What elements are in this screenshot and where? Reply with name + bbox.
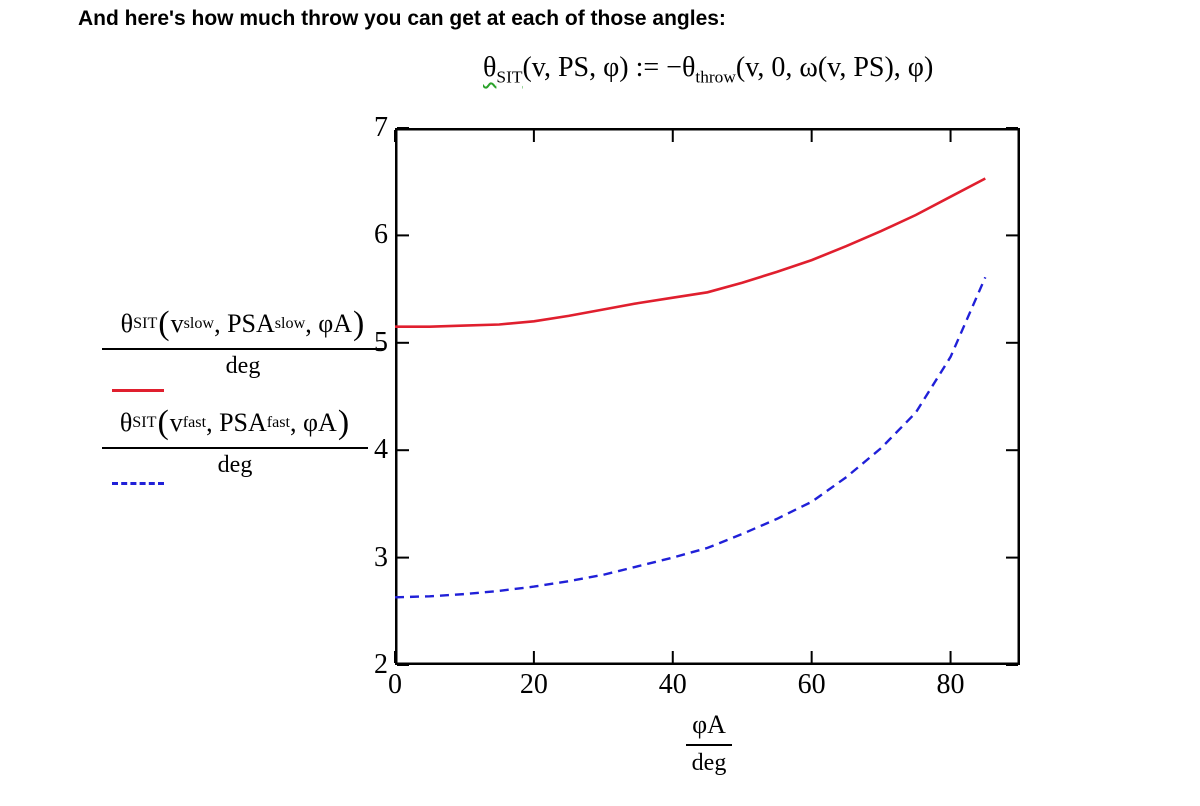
y-tick-label: 6 [374,219,388,251]
fast-expression-numerator: θ SIT(v fast, PSA fast, φA) [102,399,368,449]
sit-definition-formula[interactable]: θSIT(v, PS, φ) := −θthrow(v, 0, ω(v, PS)… [483,52,934,87]
slow-expression-denominator: deg [225,353,261,379]
y-tick-label: 7 [374,112,388,143]
x-tick-label: 60 [797,669,826,700]
y-axis-tick-labels: 2 3 4 5 6 7 [318,112,388,680]
y-axis-expression-slow[interactable]: θ SIT(v slow, PSA slow, φA) deg [102,300,384,380]
y-axis-expression-fast[interactable]: θ SIT(v fast, PSA fast, φA) deg [102,399,368,479]
xy-plot-region[interactable] [394,127,1020,666]
trace-marker-fast [112,482,164,485]
x-axis-expression[interactable]: φA deg [686,706,732,777]
x-axis-label-numerator: φA [686,706,732,746]
x-tick-label: 20 [519,669,548,700]
x-axis-tick-labels: 0 20 40 60 80 [388,668,1020,702]
heading-text-region[interactable]: And here's how much throw you can get at… [78,7,726,30]
y-tick-label: 2 [374,649,388,680]
trace-marker-slow [112,389,164,392]
y-tick-label: 4 [374,434,388,466]
slow-expression-numerator: θ SIT(v slow, PSA slow, φA) [102,300,384,350]
x-tick-label: 80 [936,669,965,700]
x-axis-label-denominator: deg [691,750,727,776]
x-tick-label: 0 [388,669,402,700]
plot-canvas [394,127,1020,666]
x-tick-label: 40 [658,669,687,700]
fast-expression-denominator: deg [217,452,253,478]
y-tick-label: 3 [374,541,388,573]
y-tick-label: 5 [374,326,388,358]
